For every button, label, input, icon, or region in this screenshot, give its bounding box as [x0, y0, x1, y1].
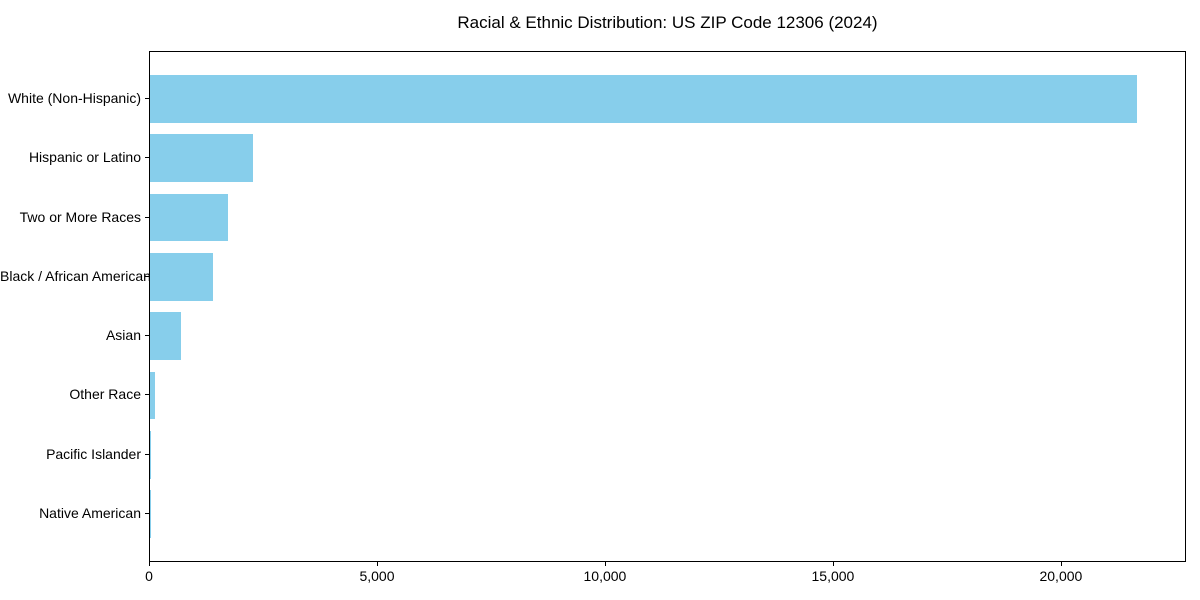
y-axis-label: Asian — [105, 327, 141, 344]
bar — [150, 193, 228, 242]
x-tick-label: 0 — [145, 568, 153, 584]
x-tick-label: 15,000 — [811, 568, 855, 584]
chart-title: Racial & Ethnic Distribution: US ZIP Cod… — [457, 13, 878, 32]
y-axis-label: Native American — [39, 505, 141, 522]
y-tick-mark — [145, 157, 149, 159]
x-tick-label: 10,000 — [583, 568, 627, 584]
plot-area — [149, 51, 1186, 562]
y-axis-label: Two or More Races — [19, 208, 141, 225]
y-tick-mark — [145, 216, 149, 218]
y-axis-label: Hispanic or Latino — [28, 149, 141, 166]
y-tick-mark — [145, 513, 149, 515]
x-tick-mark — [604, 562, 606, 566]
y-tick-mark — [145, 275, 149, 277]
y-tick-mark — [145, 335, 149, 337]
y-axis-label: White (Non-Hispanic) — [7, 89, 141, 106]
x-tick-mark — [832, 562, 834, 566]
x-tick-mark — [376, 562, 378, 566]
y-axis-label: Pacific Islander — [46, 445, 141, 462]
y-axis-label: Black / African American — [0, 267, 151, 284]
bar — [150, 253, 214, 301]
bar — [150, 312, 181, 360]
bar — [150, 134, 253, 182]
bar — [150, 431, 151, 479]
y-axis-label: Other Race — [69, 386, 141, 403]
bars-layer — [150, 52, 1185, 561]
x-tick-label: 20,000 — [1039, 568, 1083, 584]
y-tick-mark — [145, 394, 149, 396]
y-tick-mark — [145, 453, 149, 455]
x-tick-mark — [149, 562, 150, 566]
x-tick-mark — [1060, 562, 1062, 566]
y-tick-mark — [145, 97, 149, 99]
x-tick-label: 5,000 — [359, 568, 395, 584]
bar — [150, 75, 1137, 123]
bar — [150, 371, 155, 420]
